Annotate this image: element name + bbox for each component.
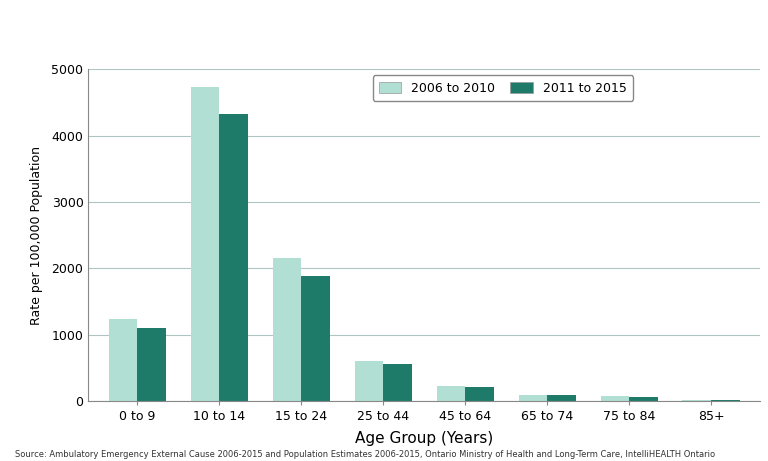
Bar [109,319,137,401]
X-axis label: Age Group (Years): Age Group (Years) [355,431,494,446]
Bar [465,387,494,401]
Bar [629,397,658,401]
Bar [383,364,412,401]
Y-axis label: Rate per 100,000 Population: Rate per 100,000 Population [30,146,43,325]
Bar [355,361,383,401]
Bar [137,328,166,401]
Legend: 2006 to 2010, 2011 to 2015: 2006 to 2010, 2011 to 2015 [372,76,633,101]
Bar [518,395,548,401]
Bar [683,400,711,401]
Bar [437,386,465,401]
Text: Source: Ambulatory Emergency External Cause 2006-2015 and Population Estimates 2: Source: Ambulatory Emergency External Ca… [15,449,716,459]
Bar [548,396,576,401]
Bar [601,396,629,401]
Bar [711,400,740,401]
Bar [220,113,248,401]
Bar [273,258,301,401]
Bar [301,276,330,401]
Bar [190,87,220,401]
